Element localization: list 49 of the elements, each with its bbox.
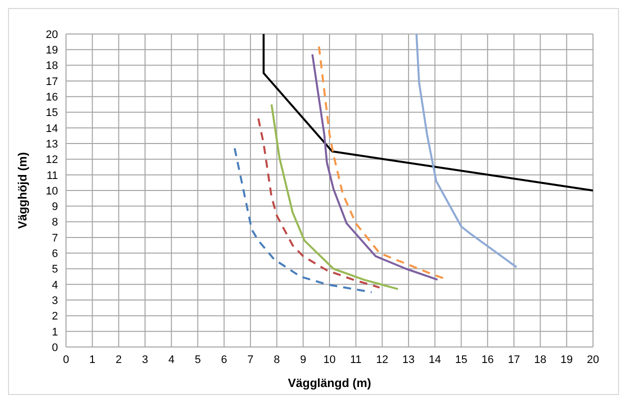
x-tick-label: 6 [221,354,228,366]
x-tick-label: 16 [481,354,494,366]
x-tick-label: 4 [168,354,174,366]
line-series [415,34,518,268]
x-tick-label: 20 [586,354,600,366]
y-tick-label: 11 [46,170,58,182]
y-tick-label: 14 [46,122,58,135]
y-tick-label: 1 [52,326,58,338]
y-tick-label: 16 [46,92,58,104]
y-tick-label: 13 [46,138,58,150]
x-tick-label: 0 [62,354,70,366]
y-tick-label: 2 [52,310,58,323]
x-tick-label: 7 [247,354,254,366]
line-series [234,147,373,294]
y-tick-label: 20 [46,28,58,41]
line-series [262,34,593,192]
x-tick-label: 2 [116,354,122,366]
y-tick-label: 0 [52,342,58,354]
y-tick-label: 5 [52,264,58,276]
x-tick-label: 10 [323,354,336,366]
y-tick-label: 15 [46,107,58,120]
y-tick-label: 3 [52,294,58,307]
x-tick-label: 3 [142,354,148,366]
y-tick-label: 10 [46,185,58,198]
y-tick-label: 12 [46,154,58,166]
y-tick-label: 18 [46,60,58,72]
y-tick-label: 6 [52,248,58,260]
x-tick-label: 18 [534,354,546,366]
y-tick-label: 7 [52,232,58,244]
x-tick-label: 13 [402,354,415,366]
x-axis-title: Vägglängd (m) [288,376,372,390]
x-tick-label: 8 [274,354,280,366]
y-axis-title: Vägghöjd (m) [15,152,30,229]
x-tick-label: 11 [350,354,362,366]
x-tick-label: 12 [376,354,388,366]
x-tick-label: 1 [89,354,96,366]
y-tick-label: 17 [46,76,58,88]
y-tick-label: 8 [52,216,58,229]
line-series [257,118,381,289]
x-tick-label: 19 [560,354,573,366]
y-tick-label: 4 [52,279,58,292]
x-tick-label: 17 [508,354,520,366]
y-tick-label: 19 [46,44,58,57]
line-series [270,103,400,290]
x-tick-label: 9 [300,354,306,366]
y-tick-label: 9 [52,201,58,214]
x-tick-label: 5 [194,354,201,366]
x-tick-label: 14 [428,354,442,366]
x-tick-label: 15 [455,354,468,366]
